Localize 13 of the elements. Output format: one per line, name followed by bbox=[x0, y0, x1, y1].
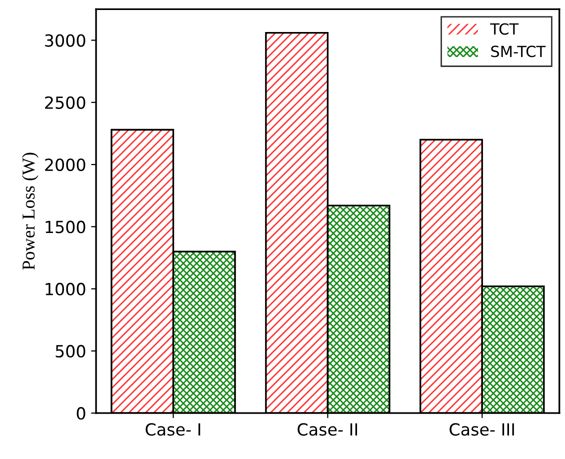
legend-label: TCT bbox=[490, 23, 519, 35]
legend-label: SM-TCT bbox=[491, 46, 546, 58]
y-tick-label: 2000 bbox=[45, 158, 86, 172]
y-tick-label: 1500 bbox=[46, 220, 86, 234]
y-tick-label: 500 bbox=[56, 344, 86, 358]
y-tick-label: 2500 bbox=[45, 96, 86, 109]
y-tick-label: 3000 bbox=[45, 34, 86, 47]
y-tick-label: 0 bbox=[76, 407, 86, 420]
x-tick-label: Case- III bbox=[450, 423, 514, 436]
y-axis-title: Power Loss (W) bbox=[22, 152, 38, 270]
y-tick-label: 1000 bbox=[46, 282, 86, 296]
x-tick-label: Case- I bbox=[146, 423, 200, 436]
x-tick-label: Case- II bbox=[298, 423, 358, 436]
